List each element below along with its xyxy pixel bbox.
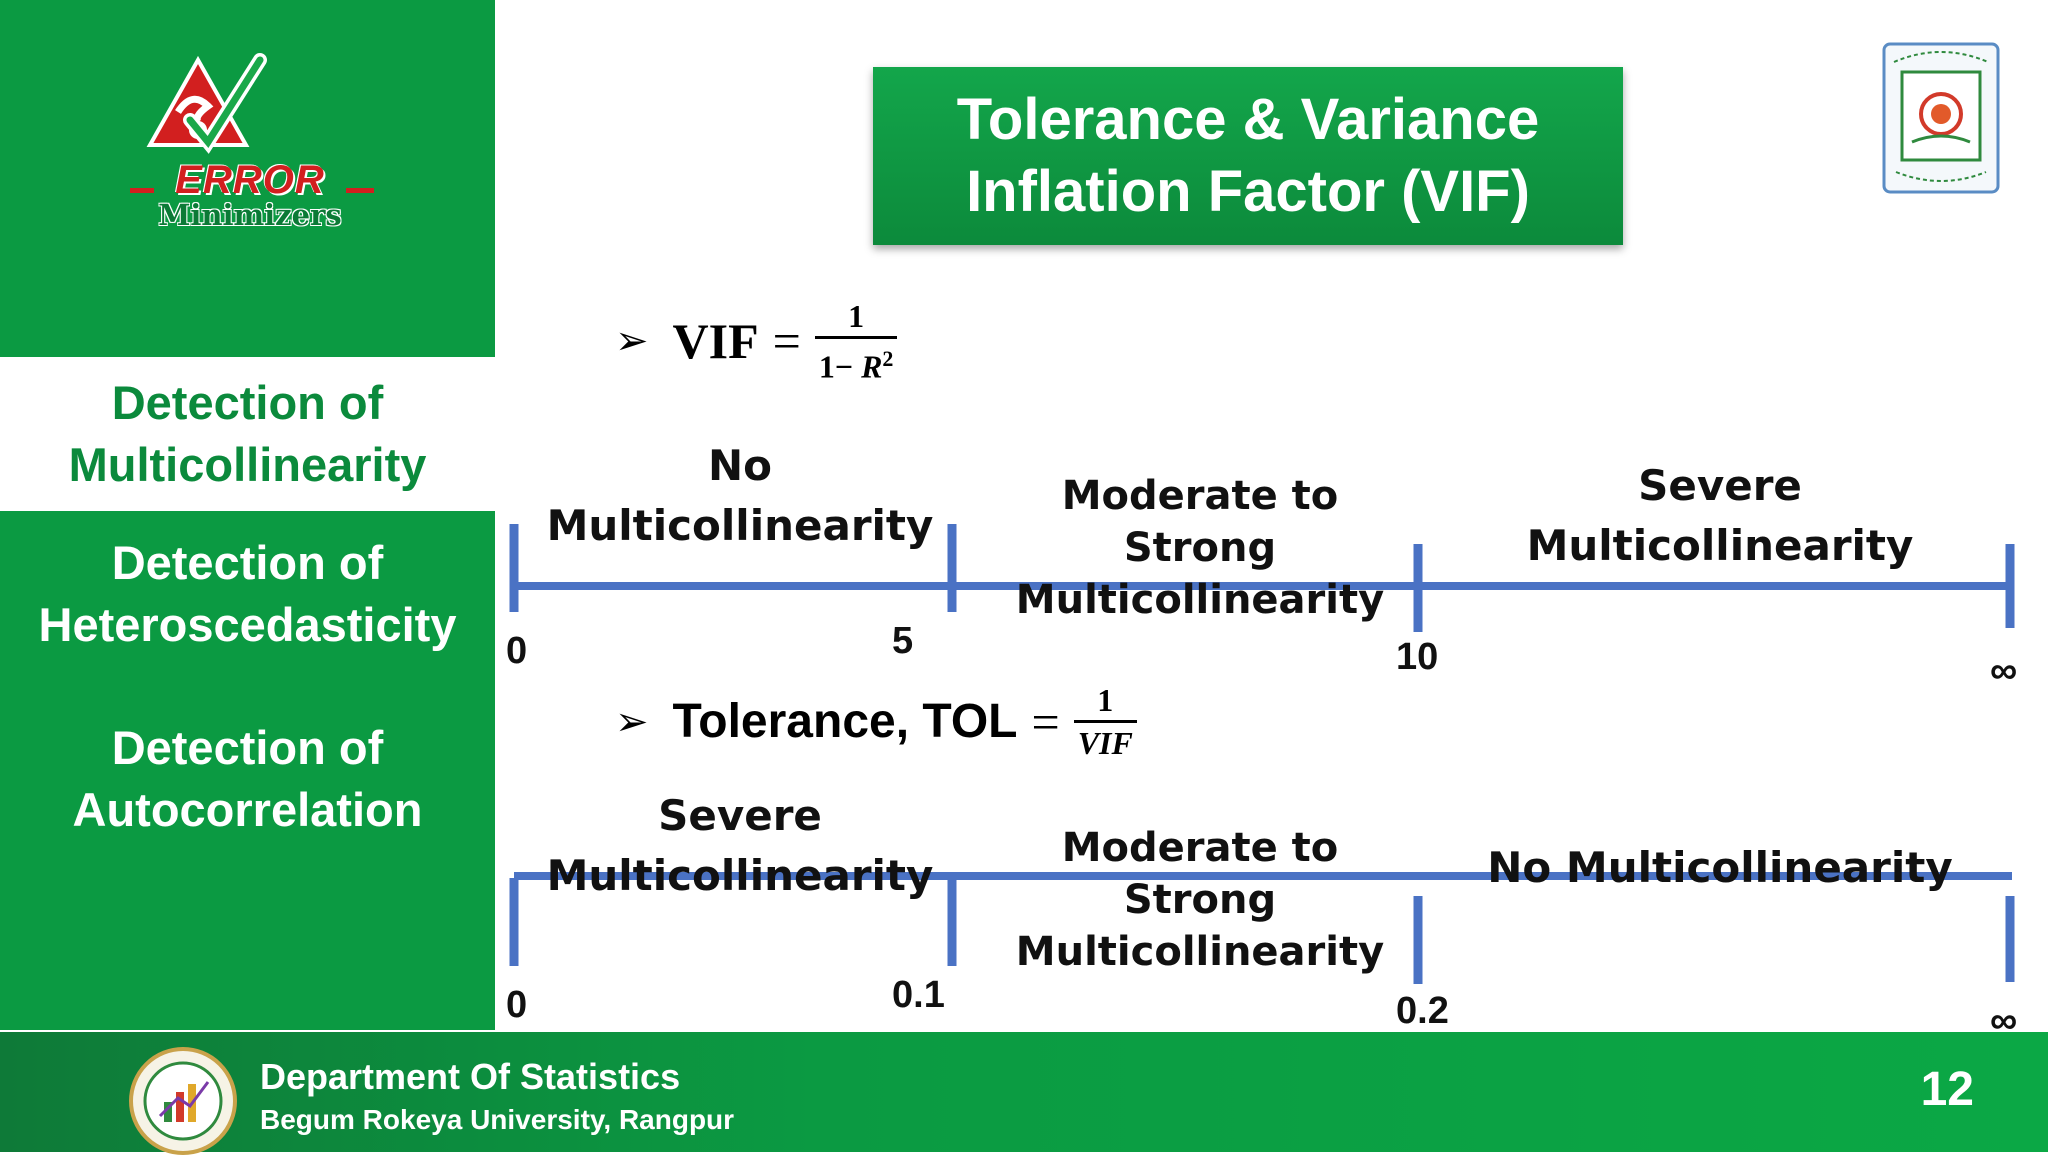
vif-tick-label-10: 10 <box>1396 636 1439 678</box>
sidebar-item-multicollinearity[interactable]: Detection of Multicollinearity <box>0 357 495 511</box>
vif-lhs: VIF <box>672 313 759 370</box>
tol-denominator: VIF <box>1073 720 1137 763</box>
arrow-bullet-icon: ➢ <box>615 699 649 744</box>
sidebar-item-autocorrelation[interactable]: Detection of Autocorrelation <box>0 702 495 856</box>
sidebar-item-label: Detection of Autocorrelation <box>72 721 423 836</box>
vif-denominator-var: R <box>861 348 883 385</box>
tol-numerator: 1 <box>1097 682 1114 718</box>
vif-numerator: 1 <box>848 298 865 334</box>
vif-tick-label-5: 5 <box>892 620 914 662</box>
vif-tick-label-inf: ∞ <box>1990 650 2018 692</box>
sidebar-item-label: Detection of Multicollinearity <box>68 376 427 491</box>
tol-denominator-var: VIF <box>1077 725 1133 761</box>
sidebar-item-heteroscedasticity[interactable]: Detection of Heteroscedasticity <box>0 517 495 671</box>
vif-segment-moderate: Moderate to Strong Multicollinearity <box>1015 473 1385 623</box>
tol-lhs: Tolerance, TOL <box>672 695 1018 748</box>
page-number: 12 <box>1920 1063 1974 1116</box>
tol-tick-label-0: 0 <box>506 984 528 1026</box>
error-minimizers-logo: ERROR Minimizers <box>120 50 380 250</box>
logo-error-text: ERROR <box>175 158 325 202</box>
vif-segment-severe: Severe Multicollinearity <box>1526 461 1914 570</box>
logo-minimizers-text: Minimizers <box>158 198 342 232</box>
vif-formula: ➢ VIF = 1 1− R2 <box>615 296 898 387</box>
tol-tick-label-01: 0.1 <box>892 974 945 1016</box>
logo-area: ERROR Minimizers <box>0 0 495 357</box>
vif-denominator-exp: 2 <box>882 346 894 371</box>
arrow-bullet-icon: ➢ <box>615 319 649 364</box>
title-box: Tolerance & Variance Inflation Factor (V… <box>873 67 1623 245</box>
vif-tick-label-0: 0 <box>506 630 528 672</box>
university-seal-icon <box>1882 42 2000 194</box>
vif-denominator: 1− R2 <box>814 336 898 387</box>
page-title: Tolerance & Variance Inflation Factor (V… <box>956 87 1540 224</box>
vif-fraction: 1 1− R2 <box>814 296 898 387</box>
footer-department: Department Of Statistics <box>260 1056 681 1097</box>
tol-formula: ➢ Tolerance, TOL = 1 VIF <box>615 680 1137 763</box>
warning-triangle-icon <box>130 53 374 193</box>
tol-segment-no: No Multicollinearity <box>1487 843 1953 892</box>
tol-fraction: 1 VIF <box>1073 680 1137 763</box>
equals-sign: = <box>1031 693 1060 750</box>
vif-denominator-prefix: 1− <box>818 348 862 385</box>
vif-segment-no: No Multicollinearity <box>546 441 934 550</box>
footer: Department Of Statistics Begum Rokeya Un… <box>0 1032 2048 1155</box>
footer-university: Begum Rokeya University, Rangpur <box>260 1104 735 1135</box>
tol-tick-label-02: 0.2 <box>1396 990 1449 1032</box>
department-logo-icon <box>128 1046 238 1156</box>
tol-segment-severe: Severe Multicollinearity <box>546 791 934 900</box>
tol-segment-moderate: Moderate to Strong Multicollinearity <box>1015 825 1385 975</box>
equals-sign: = <box>772 313 801 370</box>
sidebar-item-label: Detection of Heteroscedasticity <box>38 536 457 651</box>
